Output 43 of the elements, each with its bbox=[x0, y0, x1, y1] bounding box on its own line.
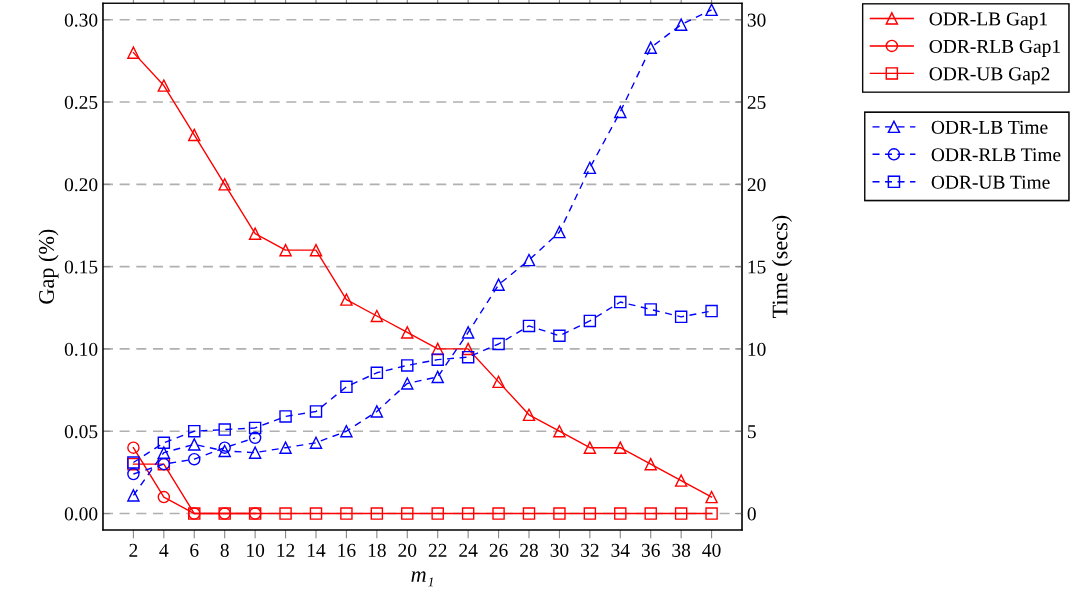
x-axis-title: m₁ bbox=[411, 571, 433, 587]
legend-label: ODR-LB Time bbox=[931, 120, 1048, 134]
y-tick-label: 0.05 bbox=[64, 425, 98, 439]
y2-tick-label: 30 bbox=[747, 13, 766, 27]
y-axis-title: Gap (%) bbox=[38, 229, 59, 304]
y2-tick-label: 5 bbox=[748, 425, 756, 439]
x-tick-label: 18 bbox=[368, 543, 386, 557]
x-tick-label: 32 bbox=[581, 543, 599, 557]
x-tick-label: 16 bbox=[338, 543, 356, 557]
x-tick-label: 24 bbox=[459, 543, 478, 557]
y2-tick-label: 25 bbox=[747, 95, 766, 109]
x-tick-label: 6 bbox=[190, 543, 199, 557]
x-tick-label: 14 bbox=[307, 543, 326, 557]
x-tick-label: 10 bbox=[247, 543, 265, 557]
y2-tick-label: 15 bbox=[748, 260, 766, 274]
y2-axis-title: Time (secs) bbox=[771, 215, 793, 318]
y-tick-label: 0.10 bbox=[64, 342, 98, 356]
y2-tick-label: 20 bbox=[747, 178, 766, 192]
x-tick-label: 8 bbox=[220, 543, 229, 557]
x-tick-label: 20 bbox=[398, 543, 417, 557]
x-tick-label: 34 bbox=[611, 543, 630, 557]
x-tick-label: 26 bbox=[489, 543, 508, 557]
y-tick-label: 0.15 bbox=[64, 260, 98, 274]
x-tick-label: 38 bbox=[672, 543, 691, 557]
x-tick-label: 22 bbox=[428, 543, 447, 557]
legend-label: ODR-UB Gap2 bbox=[929, 67, 1050, 85]
y-tick-label: 0.25 bbox=[64, 95, 98, 110]
x-tick-label: 2 bbox=[129, 543, 138, 557]
y-tick-label: 0.30 bbox=[64, 13, 98, 27]
x-tick-label: 28 bbox=[520, 543, 538, 557]
legend-label: ODR-LB Gap1 bbox=[929, 12, 1047, 30]
x-tick-label: 40 bbox=[702, 543, 721, 557]
x-tick-label: 12 bbox=[277, 543, 295, 557]
legend-label: ODR-RLB Gap1 bbox=[929, 39, 1060, 57]
y2-tick-label: 0 bbox=[747, 507, 756, 521]
legend-label: ODR-RLB Time bbox=[931, 148, 1061, 162]
legend-label: ODR-UB Time bbox=[931, 175, 1050, 189]
x-tick-label: 36 bbox=[641, 543, 660, 557]
y-tick-label: 0.00 bbox=[64, 507, 98, 521]
y2-tick-label: 10 bbox=[748, 342, 766, 356]
y-tick-label: 0.20 bbox=[64, 178, 98, 192]
x-tick-label: 4 bbox=[159, 543, 169, 557]
x-tick-label: 30 bbox=[550, 543, 569, 557]
